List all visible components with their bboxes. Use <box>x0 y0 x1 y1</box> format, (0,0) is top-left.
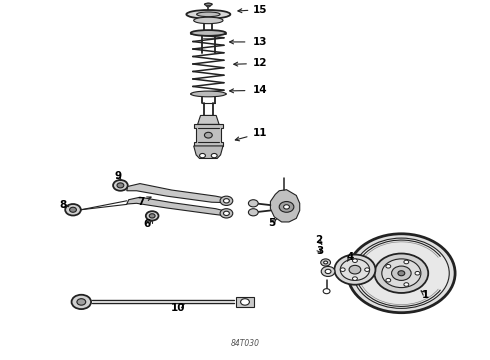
Circle shape <box>404 260 409 264</box>
Circle shape <box>146 211 159 221</box>
Polygon shape <box>127 197 227 216</box>
Circle shape <box>149 214 155 218</box>
Text: 3: 3 <box>316 246 323 256</box>
Circle shape <box>349 265 361 274</box>
Circle shape <box>352 277 357 280</box>
Polygon shape <box>197 116 219 125</box>
Text: 7: 7 <box>138 197 145 207</box>
Ellipse shape <box>191 30 226 36</box>
Text: 4: 4 <box>346 252 354 262</box>
Circle shape <box>325 269 331 274</box>
Circle shape <box>323 289 330 294</box>
Circle shape <box>279 202 294 212</box>
Circle shape <box>220 196 233 206</box>
Circle shape <box>211 153 217 158</box>
Circle shape <box>223 211 229 216</box>
Ellipse shape <box>204 3 212 5</box>
Polygon shape <box>236 297 254 307</box>
Circle shape <box>321 259 331 266</box>
Circle shape <box>248 200 258 207</box>
Text: 10: 10 <box>171 303 185 313</box>
Circle shape <box>352 259 357 262</box>
Circle shape <box>392 266 411 280</box>
Ellipse shape <box>194 17 223 24</box>
Circle shape <box>248 209 258 216</box>
Circle shape <box>70 207 76 212</box>
Circle shape <box>340 259 369 280</box>
Circle shape <box>386 278 391 282</box>
Text: 9: 9 <box>114 171 122 181</box>
Text: 2: 2 <box>315 235 322 245</box>
Text: 5: 5 <box>268 218 275 228</box>
Circle shape <box>340 268 345 271</box>
Circle shape <box>117 183 124 188</box>
Text: 11: 11 <box>252 129 267 138</box>
Circle shape <box>220 209 233 218</box>
Text: 15: 15 <box>252 5 267 15</box>
Circle shape <box>398 271 405 276</box>
Text: 1: 1 <box>422 290 429 300</box>
Circle shape <box>223 199 229 203</box>
Circle shape <box>199 153 205 158</box>
Text: 8: 8 <box>60 200 67 210</box>
Circle shape <box>365 268 369 271</box>
Text: 12: 12 <box>252 58 267 68</box>
Ellipse shape <box>186 10 230 19</box>
Circle shape <box>334 255 375 285</box>
Circle shape <box>353 238 449 309</box>
Circle shape <box>382 259 421 288</box>
Circle shape <box>347 234 455 313</box>
Text: 6: 6 <box>144 219 151 229</box>
Circle shape <box>113 180 128 191</box>
Circle shape <box>65 204 81 216</box>
Circle shape <box>77 299 86 305</box>
Circle shape <box>415 271 420 275</box>
Circle shape <box>374 253 428 293</box>
Polygon shape <box>194 146 223 158</box>
Circle shape <box>204 132 212 138</box>
Circle shape <box>72 295 91 309</box>
Circle shape <box>321 266 335 276</box>
Circle shape <box>206 3 211 7</box>
Polygon shape <box>127 184 228 203</box>
Circle shape <box>241 299 249 305</box>
Circle shape <box>324 261 328 264</box>
Circle shape <box>386 265 391 268</box>
Ellipse shape <box>191 91 226 97</box>
Polygon shape <box>194 125 223 146</box>
Text: 84T030: 84T030 <box>230 339 260 348</box>
Ellipse shape <box>196 12 220 17</box>
Text: 14: 14 <box>252 85 267 95</box>
Circle shape <box>404 283 409 286</box>
Text: 13: 13 <box>252 37 267 47</box>
Polygon shape <box>270 190 300 222</box>
Circle shape <box>284 205 290 209</box>
